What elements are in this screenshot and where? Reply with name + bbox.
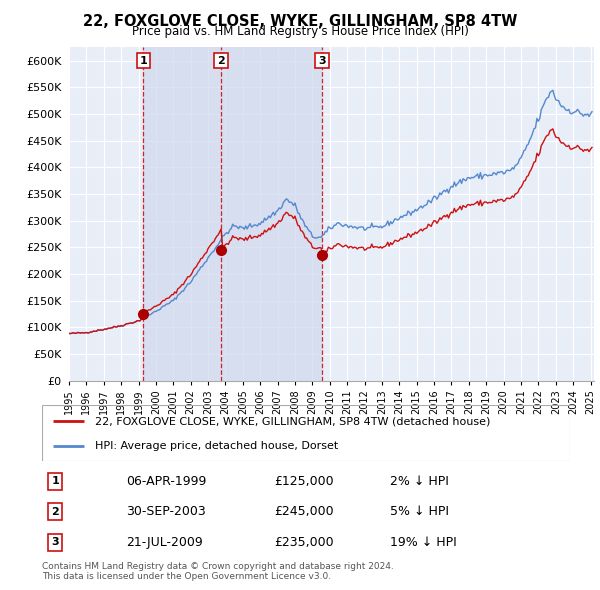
Text: 3: 3 <box>52 537 59 548</box>
Text: 3: 3 <box>318 55 326 65</box>
Text: 19% ↓ HPI: 19% ↓ HPI <box>391 536 457 549</box>
Text: Price paid vs. HM Land Registry's House Price Index (HPI): Price paid vs. HM Land Registry's House … <box>131 25 469 38</box>
Text: 22, FOXGLOVE CLOSE, WYKE, GILLINGHAM, SP8 4TW: 22, FOXGLOVE CLOSE, WYKE, GILLINGHAM, SP… <box>83 14 517 28</box>
Text: £125,000: £125,000 <box>274 475 334 488</box>
Text: 1: 1 <box>139 55 147 65</box>
Text: 5% ↓ HPI: 5% ↓ HPI <box>391 505 449 519</box>
Text: 1: 1 <box>52 476 59 486</box>
Text: 21-JUL-2009: 21-JUL-2009 <box>127 536 203 549</box>
Text: 22, FOXGLOVE CLOSE, WYKE, GILLINGHAM, SP8 4TW (detached house): 22, FOXGLOVE CLOSE, WYKE, GILLINGHAM, SP… <box>95 416 490 426</box>
Bar <box>221 47 322 381</box>
Text: HPI: Average price, detached house, Dorset: HPI: Average price, detached house, Dors… <box>95 441 338 451</box>
Text: Contains HM Land Registry data © Crown copyright and database right 2024.
This d: Contains HM Land Registry data © Crown c… <box>42 562 394 581</box>
Text: 2% ↓ HPI: 2% ↓ HPI <box>391 475 449 488</box>
Text: £235,000: £235,000 <box>274 536 334 549</box>
Text: 2: 2 <box>52 507 59 517</box>
Bar <box>143 47 221 381</box>
Text: 2: 2 <box>217 55 225 65</box>
Text: 30-SEP-2003: 30-SEP-2003 <box>127 505 206 519</box>
Text: 06-APR-1999: 06-APR-1999 <box>127 475 207 488</box>
Text: £245,000: £245,000 <box>274 505 334 519</box>
